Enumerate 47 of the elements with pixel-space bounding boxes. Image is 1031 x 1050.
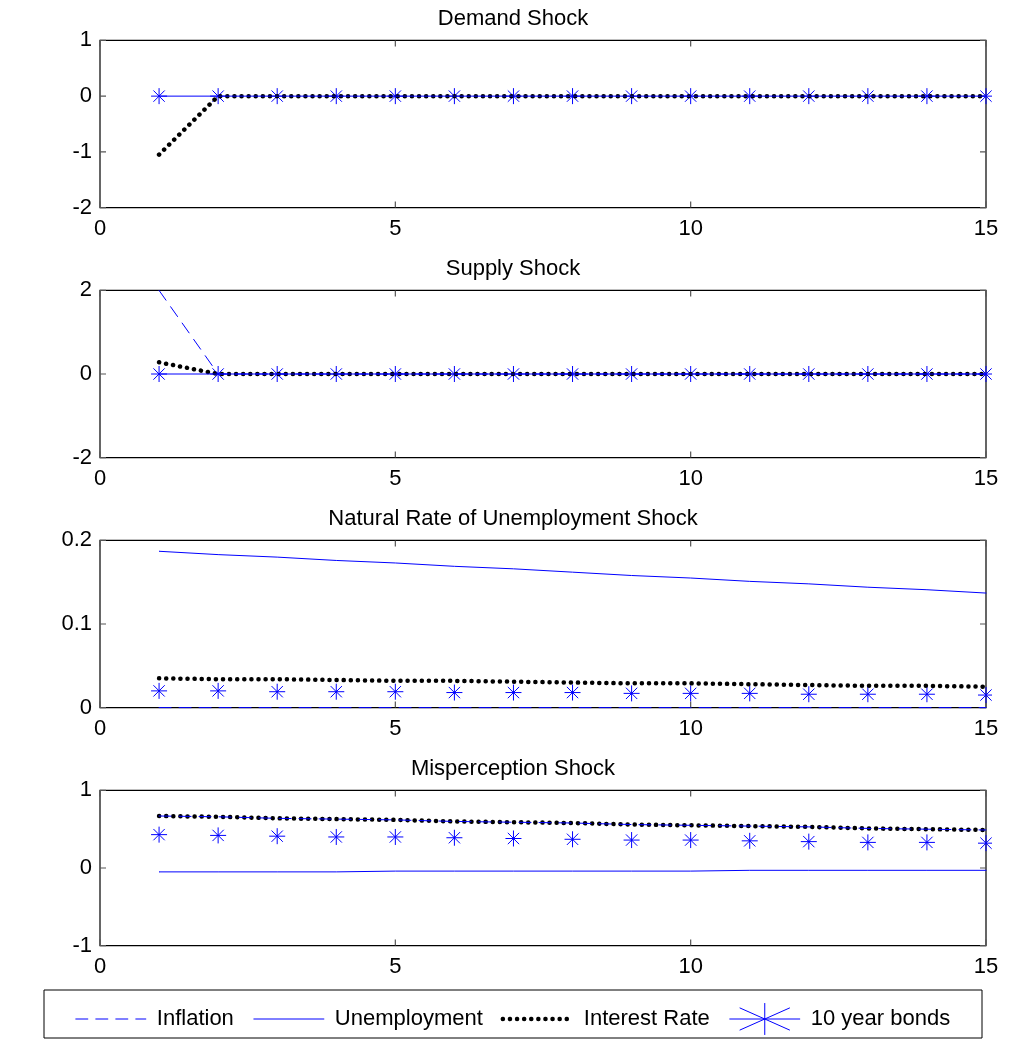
y-tick-label: 0 xyxy=(79,854,92,880)
y-tick-label: -2 xyxy=(72,443,92,469)
y-tick-label: 0.1 xyxy=(61,610,92,636)
chart-title: Natural Rate of Unemployment Shock xyxy=(328,505,699,531)
x-tick-label: 15 xyxy=(973,464,999,490)
x-tick-label: 5 xyxy=(389,214,402,240)
y-tick-label: 0.2 xyxy=(61,526,92,552)
point xyxy=(859,833,877,851)
x-tick-label: 10 xyxy=(678,952,703,978)
x-tick-label: 10 xyxy=(678,464,703,490)
x-tick-label: 15 xyxy=(973,214,999,240)
chart-title: Demand Shock xyxy=(437,5,590,31)
legend-label: Unemployment xyxy=(334,1005,483,1031)
x-tick-label: 10 xyxy=(678,714,703,740)
point xyxy=(741,832,759,850)
y-tick-label: 0 xyxy=(79,82,92,108)
legend-label: 10 year bonds xyxy=(810,1005,951,1031)
point xyxy=(150,826,168,844)
y-tick-label: 0 xyxy=(79,693,92,719)
x-tick-label: 5 xyxy=(389,714,402,740)
y-tick-label: 2 xyxy=(79,276,92,302)
point xyxy=(504,830,522,848)
x-tick-label: 15 xyxy=(973,952,999,978)
point xyxy=(564,830,582,848)
point xyxy=(445,829,463,847)
chart-title: Supply Shock xyxy=(445,255,582,281)
point xyxy=(682,831,700,849)
x-tick-label: 5 xyxy=(389,952,402,978)
y-tick-label: 1 xyxy=(79,776,92,802)
x-tick-label: 5 xyxy=(389,464,402,490)
chart-title: Misperception Shock xyxy=(410,755,617,781)
y-tick-label: 1 xyxy=(79,26,92,52)
y-tick-label: -2 xyxy=(72,193,92,219)
y-tick-label: 0 xyxy=(79,360,92,386)
point xyxy=(209,826,227,844)
y-tick-label: -1 xyxy=(72,137,92,163)
point xyxy=(327,828,345,846)
legend-label: Interest Rate xyxy=(583,1005,710,1031)
point xyxy=(918,833,936,851)
point xyxy=(800,833,818,851)
x-tick-label: 15 xyxy=(973,714,999,740)
point xyxy=(268,827,286,845)
y-tick-label: -1 xyxy=(72,931,92,957)
x-tick-label: 10 xyxy=(678,214,703,240)
point xyxy=(386,828,404,846)
point xyxy=(623,831,641,849)
legend-label: Inflation xyxy=(156,1005,234,1031)
